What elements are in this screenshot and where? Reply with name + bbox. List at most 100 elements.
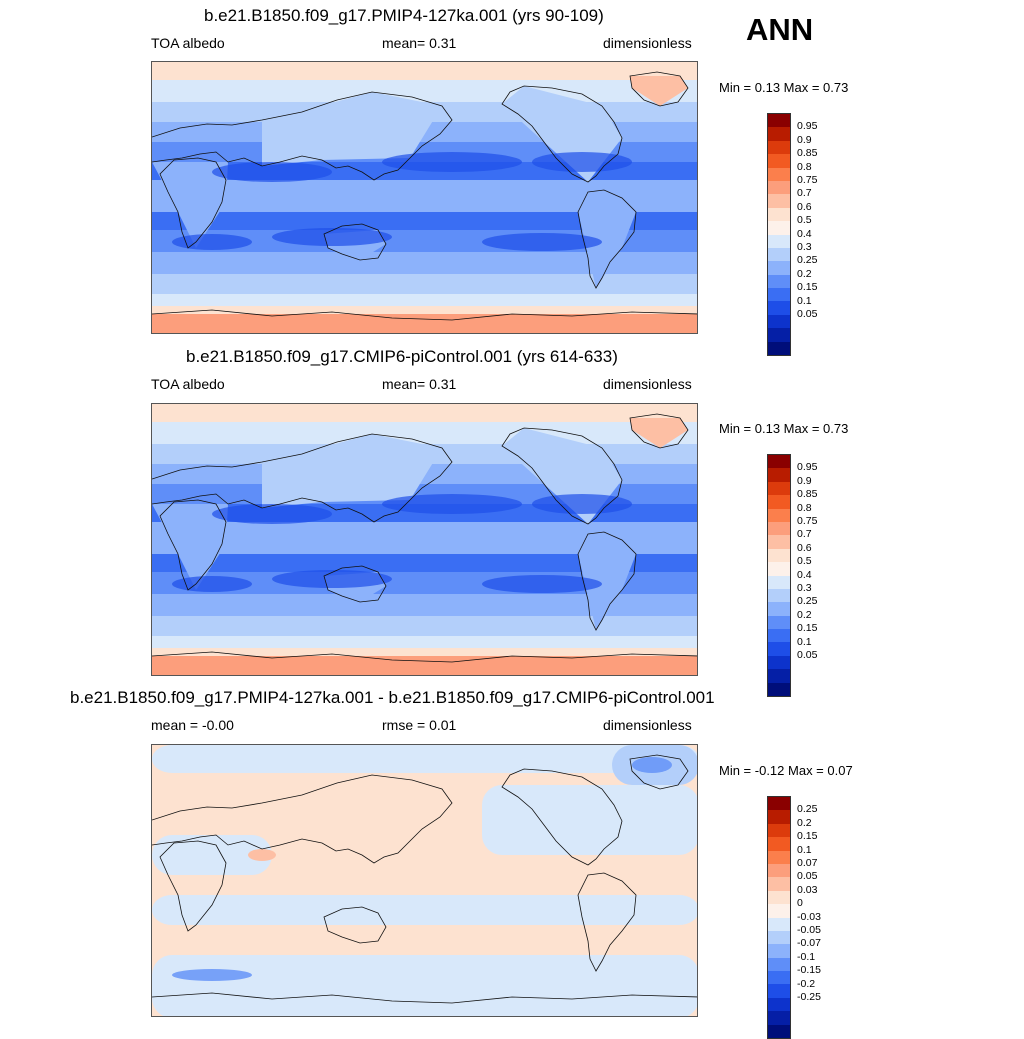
panel2-title: b.e21.B1850.f09_g17.CMIP6-piControl.001 … <box>186 347 618 366</box>
colorbar-swatch <box>768 588 790 603</box>
colorbar-tick-label: 0.1 <box>797 294 812 307</box>
coastline <box>629 71 689 107</box>
colorbar-tick-label: 0.1 <box>797 635 812 648</box>
colorbar-tick-label: 0.3 <box>797 582 812 594</box>
coastline <box>152 91 453 181</box>
colorbar-swatch <box>768 1011 790 1025</box>
low-albedo-region <box>172 234 252 250</box>
colorbar-swatch <box>768 655 790 670</box>
colorbar-tick-label: -0.15 <box>797 964 821 977</box>
land-region <box>578 192 636 288</box>
colorbar-tick-label: 0.75 <box>797 515 818 527</box>
negative-anomaly <box>632 757 672 773</box>
colorbar-swatch <box>768 261 790 275</box>
panel3-map <box>151 744 698 1017</box>
panel1-variable-label: TOA albedo <box>151 35 225 51</box>
colorbar-tick-label: -0.25 <box>797 991 821 1003</box>
panel2-map-plot <box>152 404 697 675</box>
land-region <box>630 76 688 106</box>
colorbar-tick-label: 0.5 <box>797 214 812 227</box>
colorbar-swatch <box>768 314 790 329</box>
colorbar-swatch <box>768 629 790 643</box>
panel2-variable-label: TOA albedo <box>151 376 225 392</box>
colorbar-tick-label: 0.9 <box>797 133 812 146</box>
albedo-band <box>152 422 697 444</box>
low-albedo-region <box>212 162 332 182</box>
colorbar-swatch <box>768 548 790 563</box>
colorbar-swatch <box>768 917 790 931</box>
colorbar-swatch <box>768 682 790 697</box>
albedo-band <box>152 252 697 274</box>
colorbar-tick-label: 0.2 <box>797 608 812 621</box>
colorbar-swatch <box>768 810 790 824</box>
colorbar-tick-label: 0.6 <box>797 541 812 554</box>
panel2-map <box>151 403 698 676</box>
colorbar-swatch <box>768 274 790 289</box>
colorbar-tick-label: 0.95 <box>797 120 818 133</box>
negative-anomaly <box>172 969 252 981</box>
colorbar-swatch <box>768 154 790 168</box>
panel1-map-plot <box>152 62 697 333</box>
coastline <box>152 774 453 864</box>
colorbar-tick-label: 0.07 <box>797 857 818 869</box>
colorbar-swatch <box>768 642 790 656</box>
low-albedo-region <box>382 152 522 172</box>
colorbar-swatch <box>768 495 790 509</box>
low-albedo-region <box>532 494 632 514</box>
colorbar-tick-label: 0.03 <box>797 883 818 896</box>
land-region <box>630 418 688 448</box>
low-albedo-region <box>172 576 252 592</box>
colorbar-tick-label: 0.8 <box>797 160 812 173</box>
land-region <box>152 504 228 590</box>
panel1-title: b.e21.B1850.f09_g17.PMIP4-127ka.001 (yrs… <box>204 6 604 25</box>
colorbar-swatch <box>768 167 790 181</box>
low-albedo-region <box>272 570 392 588</box>
colorbar-swatch <box>768 328 790 342</box>
colorbar-swatch <box>768 1024 790 1039</box>
coastline <box>323 565 387 603</box>
panel3-mean-label: mean = -0.00 <box>151 717 234 733</box>
land-region <box>152 162 228 248</box>
panel3-title: b.e21.B1850.f09_g17.PMIP4-127ka.001 - b.… <box>70 688 715 707</box>
panel2-colorbar <box>767 454 791 698</box>
diff-region <box>152 955 697 1016</box>
colorbar-swatch <box>768 221 790 235</box>
colorbar-tick-label: 0.85 <box>797 147 818 160</box>
low-albedo-region <box>382 494 522 514</box>
panel3-colorbar <box>767 796 791 1039</box>
colorbar-tick-label: -0.05 <box>797 924 821 936</box>
colorbar-tick-label: 0.15 <box>797 281 818 294</box>
colorbar-swatch <box>768 837 790 851</box>
diff-region <box>152 835 272 875</box>
coastline <box>629 754 689 790</box>
colorbar-tick-label: 0.1 <box>797 843 812 856</box>
panel1-map <box>151 61 698 334</box>
colorbar-swatch <box>768 521 790 536</box>
coastline <box>152 992 697 1004</box>
colorbar-swatch <box>768 602 790 616</box>
colorbar-swatch <box>768 535 790 549</box>
land-region <box>578 534 636 630</box>
coastline <box>577 531 637 631</box>
colorbar-tick-label: 0.05 <box>797 308 818 320</box>
albedo-band <box>152 554 697 572</box>
albedo-band <box>152 404 697 422</box>
colorbar-tick-label: -0.2 <box>797 977 816 990</box>
colorbar-swatch <box>768 234 790 248</box>
panel1-units-label: dimensionless <box>603 35 692 51</box>
colorbar-tick-label: 0.15 <box>797 830 818 843</box>
colorbar-tick-label: 0.85 <box>797 488 818 501</box>
colorbar-swatch <box>768 207 790 222</box>
colorbar-swatch <box>768 930 790 945</box>
coastline <box>152 651 697 663</box>
colorbar-swatch <box>768 468 790 482</box>
albedo-band <box>152 294 697 306</box>
season-label: ANN <box>746 12 814 47</box>
panel3-rmse-label: rmse = 0.01 <box>382 717 457 733</box>
coastline <box>577 872 637 972</box>
albedo-band <box>152 636 697 648</box>
colorbar-swatch <box>768 971 790 985</box>
colorbar-swatch <box>768 455 790 469</box>
colorbar-swatch <box>768 797 790 811</box>
coastline <box>323 906 387 944</box>
